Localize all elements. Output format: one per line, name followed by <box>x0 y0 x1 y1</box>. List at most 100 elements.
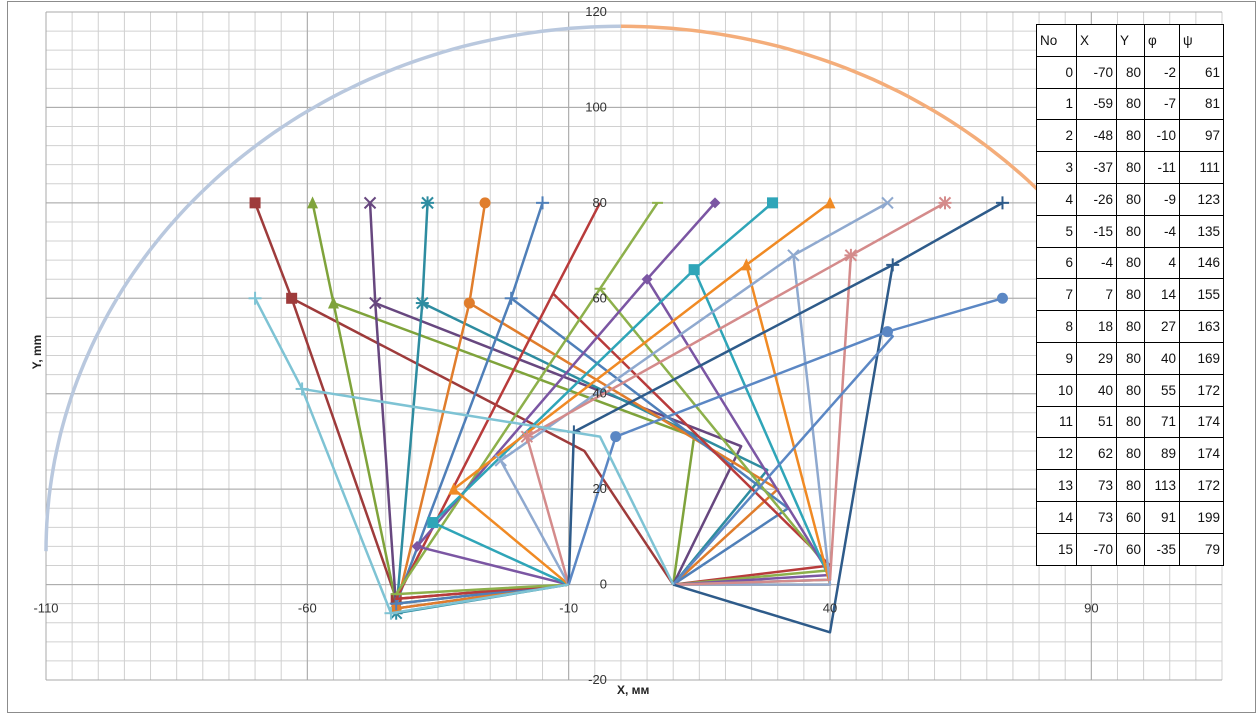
series-0-point-1 <box>249 197 261 209</box>
series-8-left-link <box>415 202 716 586</box>
table-cell: -15 <box>1076 214 1117 248</box>
x-axis-title: X, мм <box>617 683 650 697</box>
table-cell: 80 <box>1116 246 1145 280</box>
table-cell: 80 <box>1116 373 1145 407</box>
series-9-point-1 <box>767 197 779 209</box>
series-9-left-link <box>431 201 774 586</box>
table-cell: 4 <box>1036 182 1077 216</box>
table-cell: 1 <box>1036 87 1077 121</box>
table-cell: 73 <box>1076 500 1117 534</box>
table-cell: 172 <box>1179 373 1224 407</box>
series-10-left-link <box>452 201 831 586</box>
series-0-point-0 <box>286 292 298 304</box>
series-15-point-0 <box>295 382 309 396</box>
table-cell: -4 <box>1144 214 1180 248</box>
table-cell: 4 <box>1144 246 1180 280</box>
table-header-cell: Y <box>1116 24 1145 57</box>
table-cell: 174 <box>1179 437 1224 471</box>
series-layer <box>248 196 1009 634</box>
series-15-point-1 <box>248 291 262 305</box>
table-cell: 146 <box>1179 246 1224 280</box>
table-cell: 81 <box>1179 87 1224 121</box>
table-row: 15 -70 60 -35 79 <box>1036 532 1224 566</box>
series-4-left-link <box>394 202 569 610</box>
series-2-point-1 <box>363 196 377 210</box>
x-tick-label: 40 <box>823 601 837 616</box>
series-12-point-2 <box>520 430 534 444</box>
table-cell: 29 <box>1076 341 1117 375</box>
table-row: 14 73 60 91 199 <box>1036 500 1224 534</box>
series-1-point-1 <box>307 196 319 209</box>
table-cell: 40 <box>1076 373 1117 407</box>
table-cell: 80 <box>1116 405 1145 439</box>
table-cell: 80 <box>1116 87 1145 121</box>
reach-arc <box>44 24 1076 552</box>
series-13-point-1 <box>995 196 1009 210</box>
table-row: 1 -59 80 -7 81 <box>1036 87 1224 121</box>
reach-arc-left <box>44 24 621 552</box>
table-cell: 60 <box>1116 532 1145 566</box>
reach-arc-right <box>620 24 1076 230</box>
table-row: 3 -37 80 -11 111 <box>1036 151 1224 184</box>
table-cell: 3 <box>1036 151 1077 184</box>
table-cell: -48 <box>1076 119 1117 153</box>
series-5-left-link <box>394 202 569 605</box>
table-row: 4 -26 80 -9 123 <box>1036 182 1224 216</box>
series-13-right-link <box>672 264 894 634</box>
table-cell: 5 <box>1036 214 1077 248</box>
table-cell: 113 <box>1144 469 1180 502</box>
table-cell: 7 <box>1036 278 1077 312</box>
series-5-point-1 <box>536 196 550 210</box>
series-1-left-link <box>311 202 569 605</box>
series-8-point-1 <box>709 197 721 209</box>
series-14-point-0 <box>881 326 893 338</box>
series-7 <box>390 201 832 596</box>
table-row: 11 51 80 71 174 <box>1036 405 1224 439</box>
table-cell: 55 <box>1144 373 1180 407</box>
table-cell: 80 <box>1116 437 1145 471</box>
table-row: 9 29 80 40 169 <box>1036 341 1224 375</box>
table-cell: 169 <box>1179 341 1224 375</box>
table-cell: -2 <box>1144 55 1180 89</box>
series-13-point-0 <box>886 258 900 272</box>
table-cell: 27 <box>1144 310 1180 343</box>
chart-frame <box>7 1 1256 713</box>
table-header-cell: No <box>1036 24 1077 57</box>
table-row: 5 -15 80 -4 135 <box>1036 214 1224 248</box>
table-cell: 61 <box>1179 55 1224 89</box>
table-header-cell: φ <box>1144 24 1180 57</box>
table-cell: 14 <box>1144 278 1180 312</box>
series-14-point-1 <box>996 292 1008 304</box>
table-cell: -59 <box>1076 87 1117 121</box>
table-cell: 80 <box>1116 182 1145 216</box>
series-11-left-link <box>499 201 889 586</box>
series-15-point-2 <box>384 606 398 620</box>
table-cell: 18 <box>1076 310 1117 343</box>
x-tick-label: -10 <box>559 601 578 616</box>
x-tick-label: -60 <box>298 601 317 616</box>
table-cell: 80 <box>1116 55 1145 89</box>
table-cell: 0 <box>1036 55 1077 89</box>
table-cell: 71 <box>1144 405 1180 439</box>
y-tick-label: 0 <box>600 577 607 592</box>
y-tick-label: -20 <box>588 672 607 687</box>
table-cell: 2 <box>1036 119 1077 153</box>
table-row: 0 -70 80 -2 61 <box>1036 55 1224 89</box>
table-cell: 80 <box>1116 214 1145 248</box>
series-15-right-link <box>301 387 675 586</box>
series-0 <box>249 197 675 605</box>
series-4-point-1 <box>479 197 491 209</box>
table-row: 10 40 80 55 172 <box>1036 373 1224 407</box>
series-11-right-link <box>673 255 832 586</box>
table-cell: 62 <box>1076 437 1117 471</box>
series-11-point-2-stroke <box>494 454 507 467</box>
series-12 <box>520 196 952 586</box>
table-cell: 80 <box>1116 341 1145 375</box>
table-cell: -7 <box>1144 87 1180 121</box>
table-row: 12 62 80 89 174 <box>1036 437 1224 471</box>
series-8-point-2 <box>411 540 423 552</box>
series-14-point-2 <box>610 431 622 443</box>
table-cell: 91 <box>1144 500 1180 534</box>
